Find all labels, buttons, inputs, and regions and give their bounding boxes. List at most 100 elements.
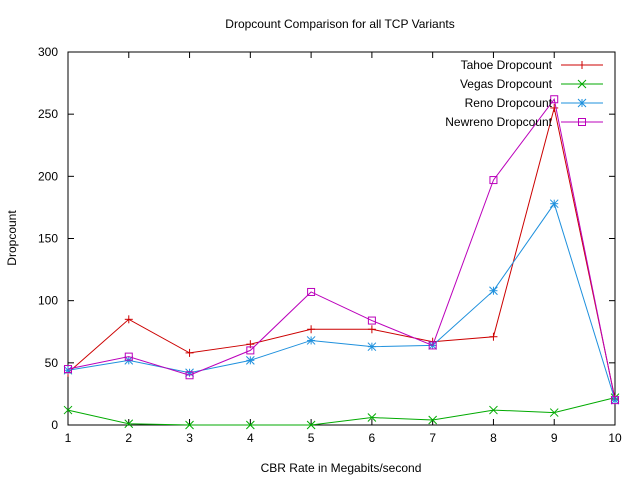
legend-label: Reno Dropcount — [465, 96, 553, 110]
legend-item: Newreno Dropcount — [445, 115, 603, 129]
x-tick-label: 2 — [125, 431, 132, 445]
data-point — [367, 325, 376, 334]
data-point — [367, 342, 377, 352]
data-point — [367, 316, 376, 325]
x-tick-label: 9 — [551, 431, 558, 445]
marker-stroke — [577, 79, 587, 89]
x-axis-label: CBR Rate in Megabits/second — [261, 461, 422, 475]
series-reno-dropcount — [63, 199, 620, 405]
legend-item: Vegas Dropcount — [460, 77, 603, 91]
x-tick-label: 4 — [247, 431, 254, 445]
data-point — [611, 396, 619, 405]
x-tick-label: 10 — [608, 431, 622, 445]
legend-item: Reno Dropcount — [465, 96, 603, 110]
data-point — [124, 315, 133, 324]
series-layer — [63, 95, 620, 430]
marker-stroke — [367, 413, 377, 422]
series-line — [67, 107, 616, 399]
marker-box — [246, 346, 255, 355]
y-tick-label: 200 — [38, 169, 58, 183]
y-tick-label: 250 — [38, 107, 58, 121]
y-tick-label: 300 — [38, 45, 58, 59]
data-point — [549, 199, 559, 209]
data-point — [306, 336, 316, 345]
x-tick-label: 7 — [429, 431, 436, 445]
legend-marker — [577, 79, 587, 89]
marker-stroke — [489, 405, 498, 415]
marker-stroke — [367, 342, 377, 352]
legend-item: Tahoe Dropcount — [461, 58, 603, 72]
data-point — [307, 325, 316, 334]
data-point — [245, 355, 255, 365]
x-tick-label: 1 — [65, 431, 72, 445]
y-tick-label: 0 — [51, 418, 58, 432]
data-point — [185, 420, 194, 430]
chart-title: Dropcount Comparison for all TCP Variant… — [225, 17, 454, 31]
data-point — [489, 405, 498, 415]
data-point — [489, 286, 498, 296]
data-point — [185, 371, 194, 380]
data-point — [428, 415, 438, 425]
x-tick-label: 5 — [308, 431, 315, 445]
data-point — [63, 405, 73, 415]
data-point — [63, 365, 73, 375]
marker-box — [578, 118, 586, 126]
x-tick-label: 8 — [490, 431, 497, 445]
data-point — [549, 408, 559, 417]
y-axis-label: Dropcount — [5, 210, 19, 266]
series-line — [67, 202, 616, 401]
data-point — [306, 420, 316, 430]
data-point — [64, 365, 72, 374]
marker-stroke — [63, 405, 73, 415]
marker-stroke — [306, 420, 316, 430]
data-point — [489, 332, 498, 341]
legend-marker — [578, 118, 586, 126]
data-point — [245, 420, 255, 430]
data-point — [367, 413, 377, 422]
data-point — [124, 352, 133, 361]
marker-stroke — [428, 415, 438, 425]
series-line — [67, 397, 616, 426]
marker-stroke — [245, 420, 255, 430]
legend-marker — [577, 98, 587, 108]
data-point — [185, 348, 194, 357]
marker-stroke — [306, 336, 316, 345]
data-point — [550, 95, 559, 104]
marker-stroke — [245, 355, 255, 365]
legend-label: Tahoe Dropcount — [461, 58, 553, 72]
marker-box — [367, 316, 376, 325]
series-tahoe-dropcount — [64, 103, 619, 403]
legend-marker — [578, 61, 586, 69]
marker-box — [307, 287, 316, 296]
marker-box — [489, 176, 498, 185]
marker-box — [124, 352, 133, 361]
marker-box — [428, 341, 437, 350]
marker-stroke — [549, 199, 559, 209]
x-tick-label: 6 — [369, 431, 376, 445]
marker-stroke — [185, 420, 194, 430]
data-point — [428, 341, 437, 350]
legend-label: Newreno Dropcount — [445, 115, 552, 129]
data-point — [550, 103, 559, 112]
marker-box — [185, 371, 194, 380]
y-tick-label: 50 — [45, 356, 59, 370]
y-tick-label: 100 — [38, 294, 58, 308]
marker-stroke — [185, 368, 194, 378]
data-point — [489, 176, 498, 185]
marker-stroke — [549, 408, 559, 417]
legend: Tahoe Dropcount Vegas Dropcount Reno Dropc… — [445, 58, 603, 129]
marker-box — [64, 365, 72, 374]
marker-stroke — [577, 98, 587, 108]
marker-stroke — [124, 419, 134, 429]
series-vegas-dropcount — [63, 393, 620, 430]
x-tick-label: 3 — [186, 431, 193, 445]
series-newreno-dropcount — [64, 95, 619, 405]
marker-box — [611, 396, 619, 405]
series-line — [67, 98, 616, 401]
data-point — [124, 419, 134, 429]
marker-stroke — [489, 286, 498, 296]
data-point — [307, 287, 316, 296]
y-tick-label: 150 — [38, 232, 58, 246]
